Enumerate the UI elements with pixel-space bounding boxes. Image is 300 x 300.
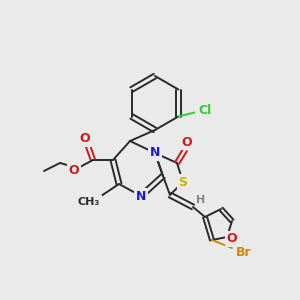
- Text: H: H: [196, 195, 206, 205]
- Text: Cl: Cl: [199, 104, 212, 117]
- Text: N: N: [136, 190, 146, 202]
- Text: O: O: [80, 133, 90, 146]
- Text: O: O: [69, 164, 79, 178]
- Text: O: O: [182, 136, 192, 148]
- Text: CH₃: CH₃: [78, 197, 100, 207]
- Text: N: N: [150, 146, 160, 160]
- Text: S: S: [178, 176, 188, 188]
- Text: Br: Br: [236, 245, 252, 259]
- Text: O: O: [227, 232, 237, 245]
